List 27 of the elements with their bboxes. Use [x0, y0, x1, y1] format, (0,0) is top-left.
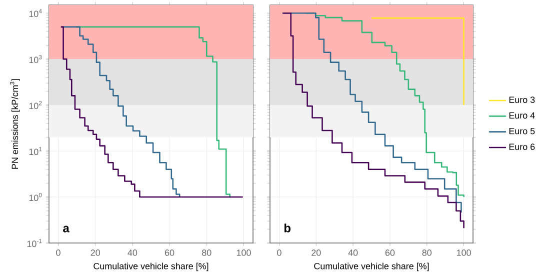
x-tick-label: 100 — [456, 250, 471, 256]
y-tick-label: 10$^{-1}$ — [27, 239, 42, 248]
y-tick-label: 10$^{0}$ — [29, 192, 42, 202]
legend-label: Euro 3 — [509, 96, 535, 103]
x-tick-label: 0 — [277, 250, 282, 256]
x-tick-label: 40 — [348, 250, 358, 256]
x-axis-title: Cumulative vehicle share [%] — [314, 262, 429, 272]
y-tick-label: 10$^{2}$ — [29, 101, 42, 110]
legend-label: Euro 6 — [509, 144, 535, 150]
annotation: a — [63, 226, 70, 232]
x-tick-label: 60 — [385, 250, 395, 256]
legend-label: Euro 4 — [509, 112, 535, 119]
y-tick-label: 10$^{4}$ — [29, 9, 42, 18]
x-axis-title: Cumulative vehicle share [%] — [94, 262, 208, 272]
x-tick-label: 20 — [312, 250, 321, 256]
legend-label: Euro 5 — [509, 128, 535, 134]
annotation: b — [284, 224, 290, 232]
x-tick-label: 100 — [236, 250, 251, 256]
x-tick-label: 80 — [202, 250, 212, 256]
y-tick-label: 10$^{1}$ — [29, 147, 42, 156]
x-tick-label: 20 — [90, 250, 100, 256]
x-tick-label: 40 — [128, 250, 138, 256]
x-tick-label: 0 — [56, 250, 60, 256]
x-tick-label: 60 — [165, 250, 174, 256]
y-axis-title: PN emissions [kP/cm$^{3}$] — [10, 79, 20, 169]
x-tick-label: 80 — [422, 250, 432, 256]
y-tick-label: 10$^{3}$ — [29, 55, 42, 64]
